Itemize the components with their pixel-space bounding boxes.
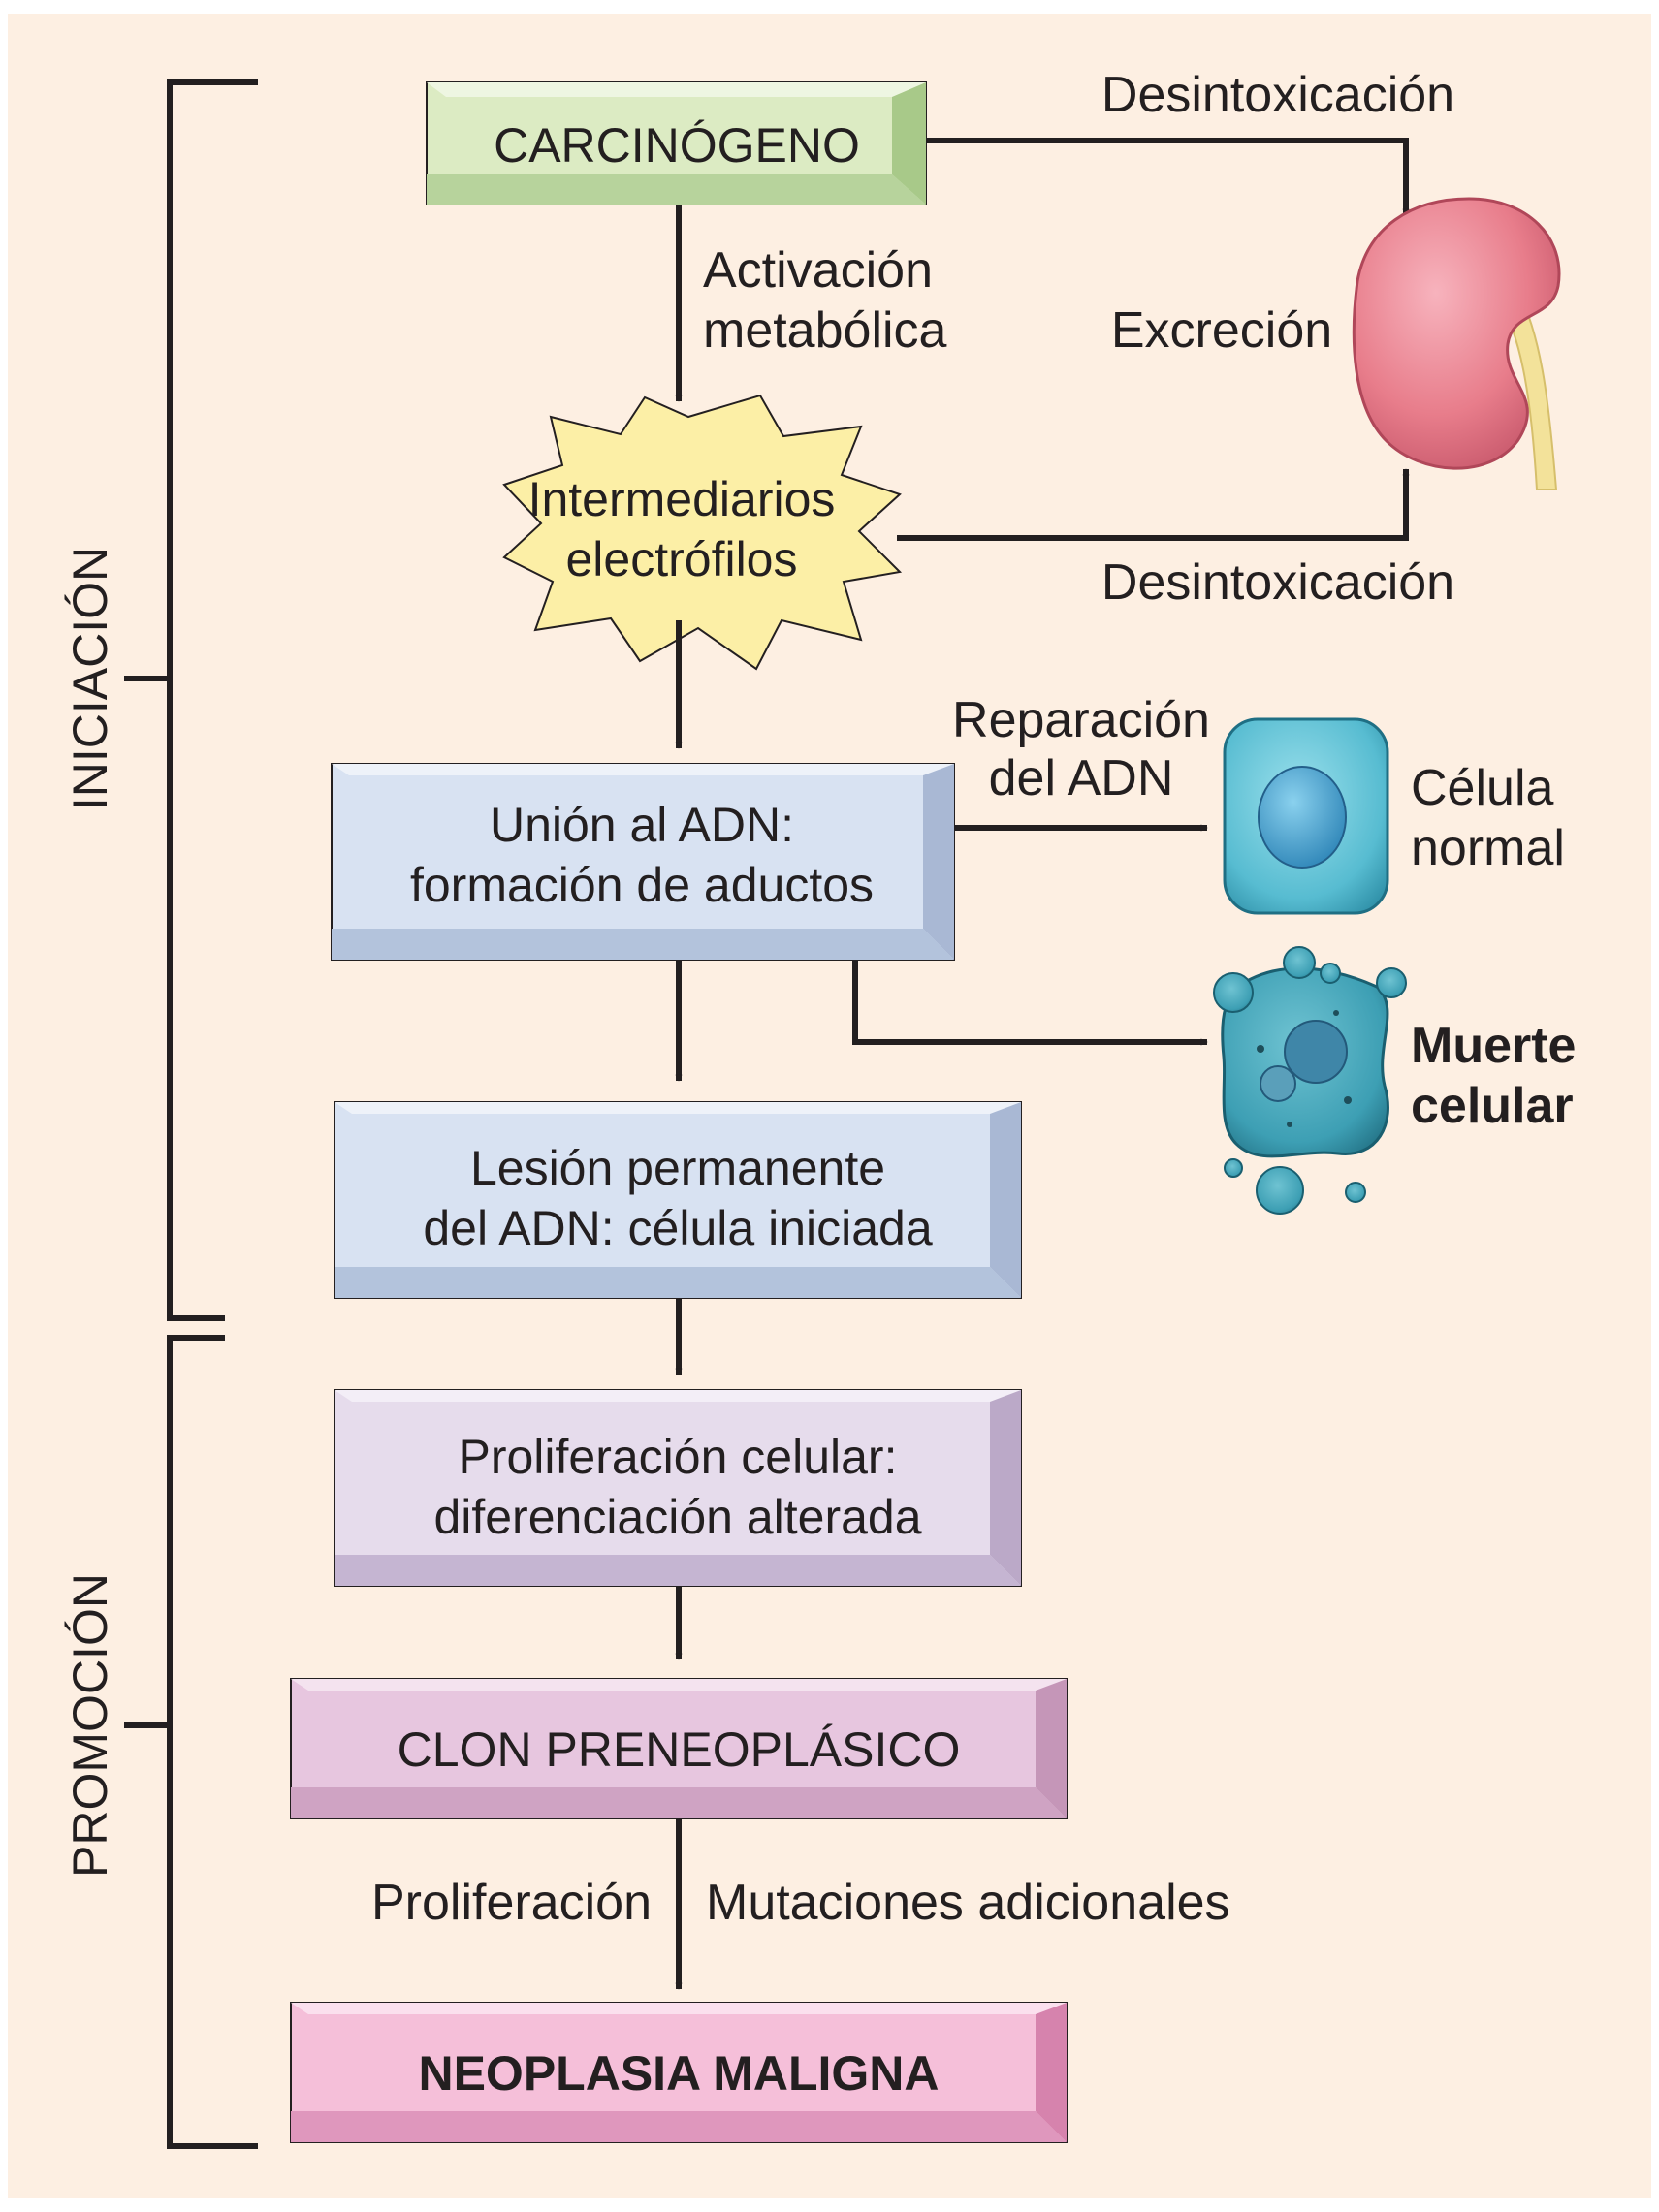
proliferation-line1: Proliferación celular: xyxy=(459,1430,898,1484)
dead-cell-icon xyxy=(1213,946,1407,1215)
cell-death-label-line1: Muerte xyxy=(1411,1018,1576,1074)
normal-cell-label-line2: normal xyxy=(1411,820,1565,876)
dna-binding-line1: Unión al ADN: xyxy=(490,798,794,852)
promotion-label: PROMOCIÓN xyxy=(63,1573,117,1878)
preneoplastic-label: CLON PRENEOPLÁSICO xyxy=(398,1722,961,1777)
dna-binding-box: Unión al ADN: formación de aductos xyxy=(331,763,955,961)
proliferation-box: Proliferación celular: diferenciación al… xyxy=(334,1389,1022,1587)
permanent-lesion-box: Lesión permanente del ADN: célula inicia… xyxy=(334,1101,1022,1299)
cell-death-label-line2: celular xyxy=(1411,1078,1574,1134)
intermediates-label-line2: electrófilos xyxy=(566,532,798,586)
proliferation-edge-label: Proliferación xyxy=(371,1875,652,1931)
detox-top-label: Desintoxicación xyxy=(1101,67,1454,123)
promotion-bracket xyxy=(124,1335,258,2149)
normal-cell-icon xyxy=(1223,717,1389,915)
intermediates-starburst: Intermediarios electrófilos xyxy=(502,394,903,671)
detox-top-arrow xyxy=(926,138,1410,216)
lesion-line1: Lesión permanente xyxy=(470,1141,885,1195)
detox-bottom-label: Desintoxicación xyxy=(1101,554,1454,611)
malignant-box: NEOPLASIA MALIGNA xyxy=(290,2002,1068,2143)
repair-label-line2: del ADN xyxy=(989,750,1174,806)
activation-label-line2: metabólica xyxy=(703,302,947,359)
excretion-label: Excreción xyxy=(1111,302,1332,359)
initiation-label: INICIACIÓN xyxy=(63,547,117,810)
lesion-line2: del ADN: célula iniciada xyxy=(423,1201,932,1255)
carcinogen-box: CARCINÓGENO xyxy=(426,81,927,205)
repair-label-line1: Reparación xyxy=(952,692,1210,748)
malignant-label: NEOPLASIA MALIGNA xyxy=(418,2046,939,2101)
death-arrow xyxy=(852,960,1208,1046)
mutations-edge-label: Mutaciones adicionales xyxy=(706,1875,1230,1931)
dna-binding-line2: formación de aductos xyxy=(410,858,874,912)
preneoplastic-box: CLON PRENEOPLÁSICO xyxy=(290,1678,1068,1819)
normal-cell-label-line1: Célula xyxy=(1411,760,1553,816)
intermediates-label-line1: Intermediarios xyxy=(528,472,836,526)
carcinogen-label: CARCINÓGENO xyxy=(494,118,860,173)
detox-bottom-arrow xyxy=(897,468,1410,541)
kidney-icon xyxy=(1352,197,1561,490)
proliferation-line2: diferenciación alterada xyxy=(433,1490,921,1544)
initiation-bracket xyxy=(124,79,258,1321)
activation-label-line1: Activación xyxy=(703,242,933,299)
